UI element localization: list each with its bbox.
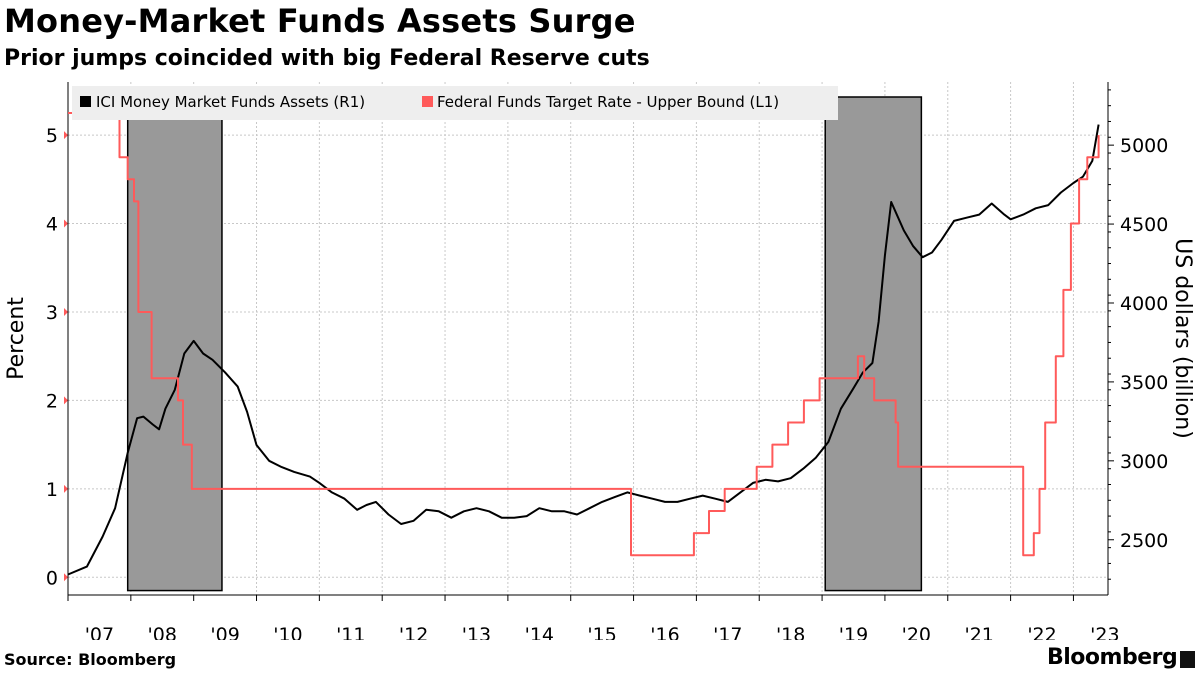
chart-subtitle: Prior jumps coincided with big Federal R… [4,46,650,71]
series-layer [67,112,1100,576]
brand-logo-mark [1180,651,1195,668]
x-tick-label: '20 [902,624,931,640]
left-tick-label: 3 [46,302,58,324]
x-tick-label: '21 [964,624,993,640]
x-tick-label: '19 [839,624,868,640]
x-tick-label: '22 [1027,624,1056,640]
series-line-assets [67,124,1100,576]
x-tick-label: '15 [587,624,616,640]
left-tick-label: 0 [46,567,58,589]
chart-area: 0 1 2 3 4 5 2500 3000 3500 4000 4500 5000 '07 '08 '09 '… [4,82,1195,640]
left-tick-label: 5 [46,125,58,147]
chart-title: Money-Market Funds Assets Surge [4,2,636,40]
brand-logo: Bloomberg [1047,645,1178,670]
legend-background [72,86,838,120]
legend-swatch-assets [80,96,91,107]
right-tick-label: 3500 [1120,372,1168,394]
x-tick-label: '23 [1090,624,1119,640]
grid-layer [68,82,1108,595]
left-tick-marker [64,396,68,405]
left-tick-label: 2 [46,390,58,412]
series-line-rate [68,112,1100,557]
left-tick-marker [64,484,68,493]
right-tick-label: 2500 [1120,530,1168,552]
y-axis-title-left: Percent [4,297,29,380]
shaded-period [126,96,223,592]
shaded-period [824,96,923,592]
left-tick-marker [64,573,68,582]
x-tick-label: '07 [85,624,114,640]
legend-label-assets: ICI Money Market Funds Assets (R1) [96,93,365,111]
left-tick-label: 4 [46,214,58,236]
x-tick-label: '08 [148,624,177,640]
x-tick-label: '13 [462,624,491,640]
right-tick-label: 4500 [1120,214,1168,236]
axes: 0 1 2 3 4 5 2500 3000 3500 4000 4500 5000 '07 '08 '09 '… [46,82,1168,640]
right-tick-label: 4000 [1120,293,1168,315]
left-tick-label: 1 [46,479,58,501]
y-axis-title-right: US dollars (billion) [1170,238,1195,439]
x-tick-label: '09 [210,624,239,640]
x-tick-label: '16 [650,624,679,640]
left-tick-marker [64,307,68,316]
x-tick-label: '10 [273,624,302,640]
left-tick-marker [64,131,68,140]
x-tick-label: '14 [525,624,554,640]
axis-labels: Percent US dollars (billion) [4,238,1195,439]
x-tick-label: '11 [336,624,365,640]
x-tick-label: '12 [399,624,428,640]
right-tick-label: 5000 [1120,135,1168,157]
legend-swatch-rate [422,96,433,107]
x-tick-label: '18 [776,624,805,640]
legend-label-rate: Federal Funds Target Rate - Upper Bound … [437,93,779,111]
legend: ICI Money Market Funds Assets (R1) Federa… [72,86,838,120]
source-note: Source: Bloomberg [4,650,177,669]
x-tick-label: '17 [713,624,742,640]
right-tick-label: 3000 [1120,451,1168,473]
shaded-periods [126,96,923,592]
left-tick-marker [64,219,68,228]
